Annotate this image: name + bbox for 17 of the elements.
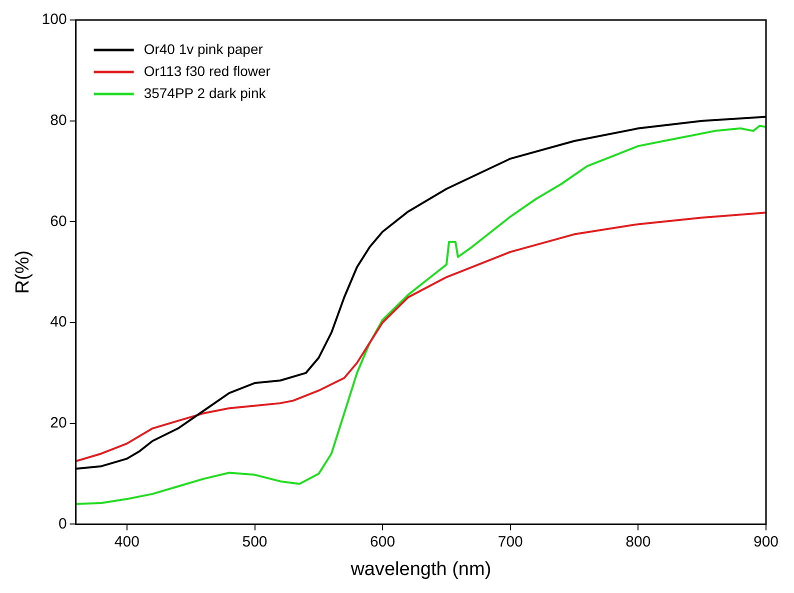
- x-tick-label: 700: [498, 533, 523, 550]
- y-tick-label: 60: [50, 212, 67, 230]
- x-tick-label: 600: [370, 533, 396, 550]
- y-tick-label: 0: [58, 515, 67, 532]
- y-tick-label: 100: [42, 11, 67, 28]
- x-tick-label: 500: [242, 533, 268, 550]
- x-tick-label: 400: [114, 533, 140, 550]
- x-axis-title: wavelength (nm): [350, 558, 492, 580]
- y-tick-label: 80: [50, 112, 67, 129]
- legend-label: 3574PP 2 dark pink: [144, 84, 267, 101]
- y-axis-title: R(%): [12, 250, 34, 294]
- y-tick-label: 20: [50, 414, 67, 432]
- y-tick-label: 40: [50, 314, 67, 331]
- legend-label: Or113 f30 red flower: [144, 62, 271, 79]
- x-tick-label: 900: [753, 533, 779, 550]
- x-tick-label: 800: [626, 533, 651, 550]
- legend-label: Or40 1v pink paper: [144, 40, 264, 57]
